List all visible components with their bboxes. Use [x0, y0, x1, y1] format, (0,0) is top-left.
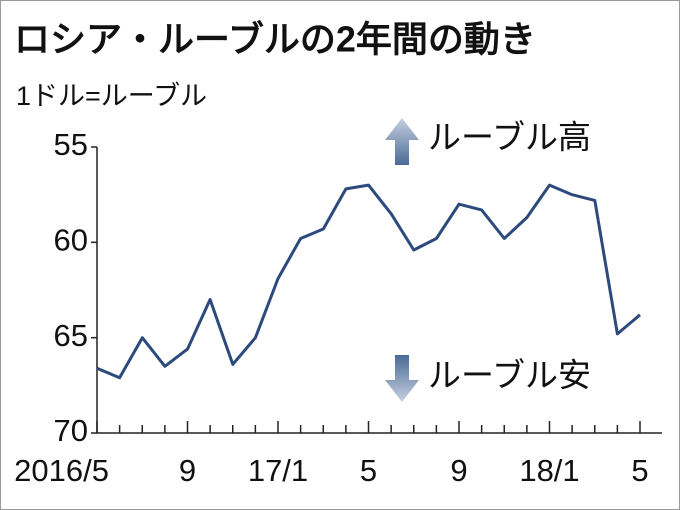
annotation: ルーブル安 — [428, 357, 591, 394]
y-tick-label: 60 — [54, 223, 88, 258]
y-tick-label: 65 — [54, 318, 88, 353]
x-tick-label: 9 — [179, 453, 196, 488]
up-arrow — [385, 118, 419, 165]
chart-subtitle: 1ドル=ルーブル — [16, 81, 207, 111]
y-tick-label: 70 — [54, 413, 88, 448]
chart-title: ロシア・ルーブルの2年間の動き — [14, 19, 536, 60]
x-tick-label: 5 — [360, 453, 377, 488]
line — [96, 183, 641, 380]
annotation: ルーブル高 — [428, 119, 591, 156]
x-tick-label: 18/1 — [519, 453, 579, 488]
down-arrow — [385, 355, 419, 402]
x-tick-label: 9 — [450, 453, 467, 488]
x-tick-label: 17/1 — [248, 453, 308, 488]
x-tick-label: 5 — [631, 453, 648, 488]
y-tick-label: 55 — [54, 127, 88, 162]
x-tick-label: 2016/5 — [14, 453, 109, 488]
